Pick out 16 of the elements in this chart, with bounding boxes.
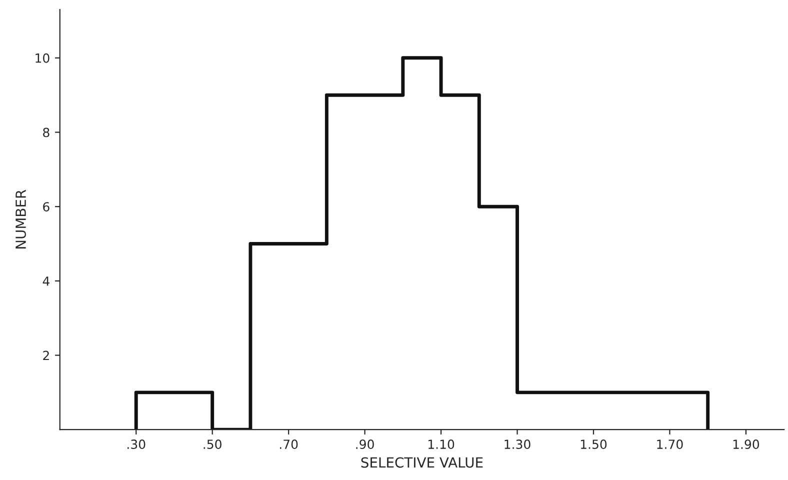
x-axis-title: SELECTIVE VALUE — [361, 457, 483, 468]
x-tick-label: .50 — [204, 440, 222, 449]
y-tick-label: 8 — [43, 128, 50, 138]
y-axis-title: NUMBER — [16, 190, 26, 248]
x-tick-label: 1.10 — [428, 440, 454, 449]
y-tick-label: 10 — [36, 53, 50, 63]
x-tick-label: .90 — [356, 440, 374, 449]
x-tick-label: 1.90 — [733, 440, 760, 449]
x-tick-label: .30 — [128, 440, 146, 449]
y-tick-label: 4 — [42, 276, 50, 286]
y-tick-label: 6 — [43, 202, 50, 212]
x-tick-label: 1.70 — [657, 440, 683, 449]
x-tick-label: 1.30 — [504, 440, 530, 449]
y-tick-label: 2 — [43, 350, 49, 360]
x-tick-label: .70 — [280, 440, 298, 449]
x-tick-label: 1.50 — [580, 440, 607, 449]
